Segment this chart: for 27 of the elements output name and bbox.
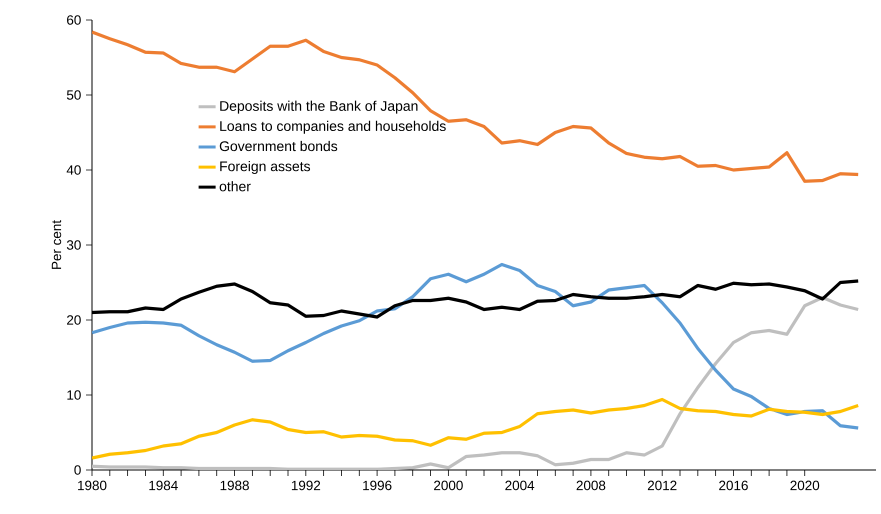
x-tick-label: 1980 xyxy=(78,480,106,490)
x-tick-label: 2004 xyxy=(505,480,534,490)
y-axis-title: Per cent xyxy=(52,220,62,269)
legend-label: Deposits with the Bank of Japan xyxy=(220,100,418,114)
legend-label: Government bonds xyxy=(220,140,338,152)
y-tick-label: 0 xyxy=(74,465,81,475)
y-tick-label: 40 xyxy=(66,165,81,175)
x-tick-label: 2000 xyxy=(434,480,463,490)
x-tick-label: 1988 xyxy=(220,480,249,490)
x-tick-label: 2016 xyxy=(719,480,748,490)
y-tick-label: 50 xyxy=(66,90,81,100)
y-tick-label: 20 xyxy=(67,315,81,325)
y-tick-label: 60 xyxy=(67,15,81,25)
line-series xyxy=(92,398,860,460)
x-tick-label: 2008 xyxy=(576,480,606,490)
x-tick-label: 1992 xyxy=(292,480,320,490)
line-series xyxy=(92,262,860,430)
legend-label: Foreign assets xyxy=(220,161,310,174)
x-tick-label: 1996 xyxy=(363,480,392,490)
legend-label: other xyxy=(220,181,251,192)
x-tick-label: 2012 xyxy=(648,480,676,490)
y-tick-label: 10 xyxy=(67,390,81,400)
x-tick-label: 1984 xyxy=(149,480,178,490)
legend-label: Loans to companies and households xyxy=(220,120,446,134)
y-tick-label: 30 xyxy=(66,240,81,250)
x-tick-label: 2020 xyxy=(790,480,820,490)
line-series xyxy=(92,30,860,183)
